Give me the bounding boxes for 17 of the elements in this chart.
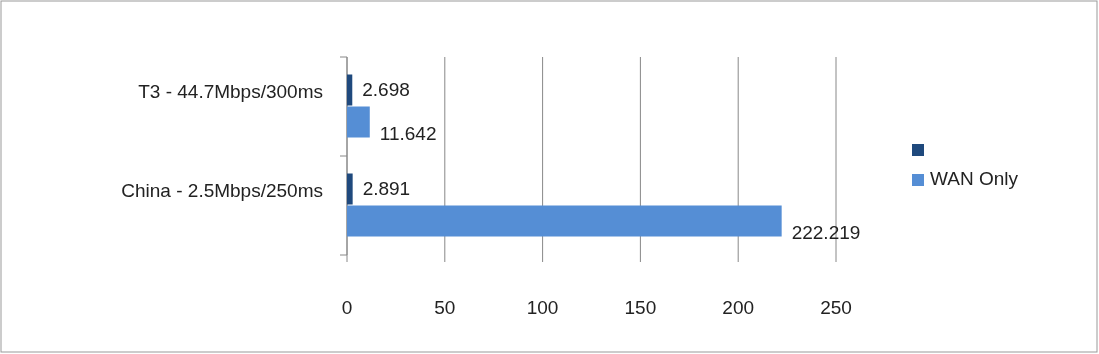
bar bbox=[347, 106, 370, 138]
data-label: 222.219 bbox=[791, 221, 861, 243]
x-tick-label: 200 bbox=[722, 297, 755, 319]
bar bbox=[347, 205, 782, 237]
bar bbox=[347, 74, 353, 106]
x-tick-label: 150 bbox=[624, 297, 657, 319]
x-tick-label: 250 bbox=[820, 297, 852, 319]
data-label: 11.642 bbox=[379, 122, 437, 144]
x-tick-label: 0 bbox=[341, 297, 353, 319]
data-label: 2.891 bbox=[362, 177, 411, 199]
y-tick-label: China - 2.5Mbps/250ms bbox=[121, 179, 323, 201]
data-label: 2.698 bbox=[362, 78, 410, 100]
bar bbox=[347, 173, 353, 205]
x-tick-label: 100 bbox=[526, 297, 559, 319]
legend-label: WAN Only bbox=[930, 168, 1019, 190]
y-tick-label: T3 - 44.7Mbps/300ms bbox=[138, 80, 323, 102]
x-tick-label: 50 bbox=[434, 297, 456, 319]
